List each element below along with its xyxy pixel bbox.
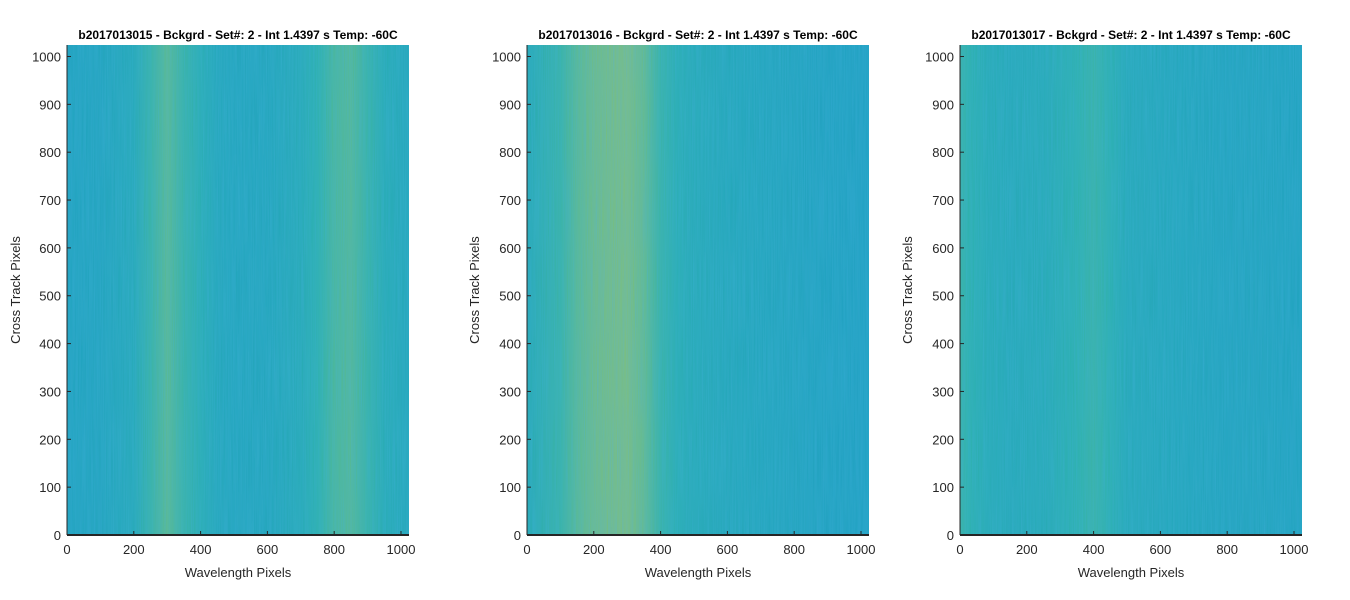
subplot-2-heatmap-texture xyxy=(527,45,869,535)
x-tick-label: 800 xyxy=(323,542,345,557)
y-tick-label: 0 xyxy=(514,528,521,543)
y-tick-label: 600 xyxy=(932,241,954,256)
y-tick-label: 300 xyxy=(39,384,61,399)
subplot-3-x-label: Wavelength Pixels xyxy=(1078,565,1185,580)
x-tick-label: 1000 xyxy=(1280,542,1309,557)
x-tick-label: 400 xyxy=(650,542,672,557)
y-tick-label: 600 xyxy=(499,241,521,256)
x-tick-label: 400 xyxy=(190,542,212,557)
y-tick-label: 1000 xyxy=(925,49,954,64)
subplot-2-y-label: Cross Track Pixels xyxy=(467,236,482,344)
y-tick-label: 200 xyxy=(499,432,521,447)
subplot-2-title: b2017013016 - Bckgrd - Set#: 2 - Int 1.4… xyxy=(538,28,858,42)
x-tick-label: 1000 xyxy=(847,542,876,557)
y-tick-label: 300 xyxy=(499,384,521,399)
y-tick-label: 800 xyxy=(932,145,954,160)
x-tick-label: 400 xyxy=(1083,542,1105,557)
y-tick-label: 200 xyxy=(932,432,954,447)
y-tick-label: 800 xyxy=(499,145,521,160)
x-tick-label: 200 xyxy=(1016,542,1038,557)
x-tick-label: 600 xyxy=(1150,542,1172,557)
y-tick-label: 1000 xyxy=(32,49,61,64)
y-tick-label: 800 xyxy=(39,145,61,160)
subplot-1-title: b2017013015 - Bckgrd - Set#: 2 - Int 1.4… xyxy=(78,28,398,42)
x-tick-label: 800 xyxy=(783,542,805,557)
y-tick-label: 0 xyxy=(54,528,61,543)
subplot-3: b2017013017 - Bckgrd - Set#: 2 - Int 1.4… xyxy=(900,28,1308,580)
y-tick-label: 400 xyxy=(39,337,61,352)
y-tick-label: 700 xyxy=(932,193,954,208)
y-tick-label: 300 xyxy=(932,384,954,399)
subplot-1-x-label: Wavelength Pixels xyxy=(185,565,292,580)
y-tick-label: 0 xyxy=(947,528,954,543)
subplot-3-title: b2017013017 - Bckgrd - Set#: 2 - Int 1.4… xyxy=(971,28,1291,42)
y-tick-label: 100 xyxy=(932,480,954,495)
x-tick-label: 200 xyxy=(123,542,145,557)
subplot-1: b2017013015 - Bckgrd - Set#: 2 - Int 1.4… xyxy=(8,28,415,580)
y-tick-label: 400 xyxy=(932,337,954,352)
y-tick-label: 700 xyxy=(499,193,521,208)
subplot-1-heatmap-texture xyxy=(67,45,409,535)
x-tick-label: 600 xyxy=(717,542,739,557)
y-tick-label: 500 xyxy=(932,289,954,304)
x-tick-label: 0 xyxy=(956,542,963,557)
x-tick-label: 1000 xyxy=(387,542,416,557)
y-tick-label: 500 xyxy=(39,289,61,304)
y-tick-label: 1000 xyxy=(492,49,521,64)
y-tick-label: 900 xyxy=(932,97,954,112)
subplot-2: b2017013016 - Bckgrd - Set#: 2 - Int 1.4… xyxy=(467,28,875,580)
x-tick-label: 0 xyxy=(523,542,530,557)
x-tick-label: 0 xyxy=(63,542,70,557)
y-tick-label: 400 xyxy=(499,337,521,352)
y-tick-label: 700 xyxy=(39,193,61,208)
y-tick-label: 100 xyxy=(499,480,521,495)
x-tick-label: 800 xyxy=(1216,542,1238,557)
subplot-1-y-label: Cross Track Pixels xyxy=(8,236,23,344)
subplot-3-y-label: Cross Track Pixels xyxy=(900,236,915,344)
subplot-2-x-label: Wavelength Pixels xyxy=(645,565,752,580)
y-tick-label: 100 xyxy=(39,480,61,495)
y-tick-label: 900 xyxy=(39,97,61,112)
x-tick-label: 600 xyxy=(257,542,279,557)
subplot-3-heatmap-texture xyxy=(960,45,1302,535)
x-tick-label: 200 xyxy=(583,542,605,557)
y-tick-label: 600 xyxy=(39,241,61,256)
y-tick-label: 200 xyxy=(39,432,61,447)
y-tick-label: 900 xyxy=(499,97,521,112)
y-tick-label: 500 xyxy=(499,289,521,304)
